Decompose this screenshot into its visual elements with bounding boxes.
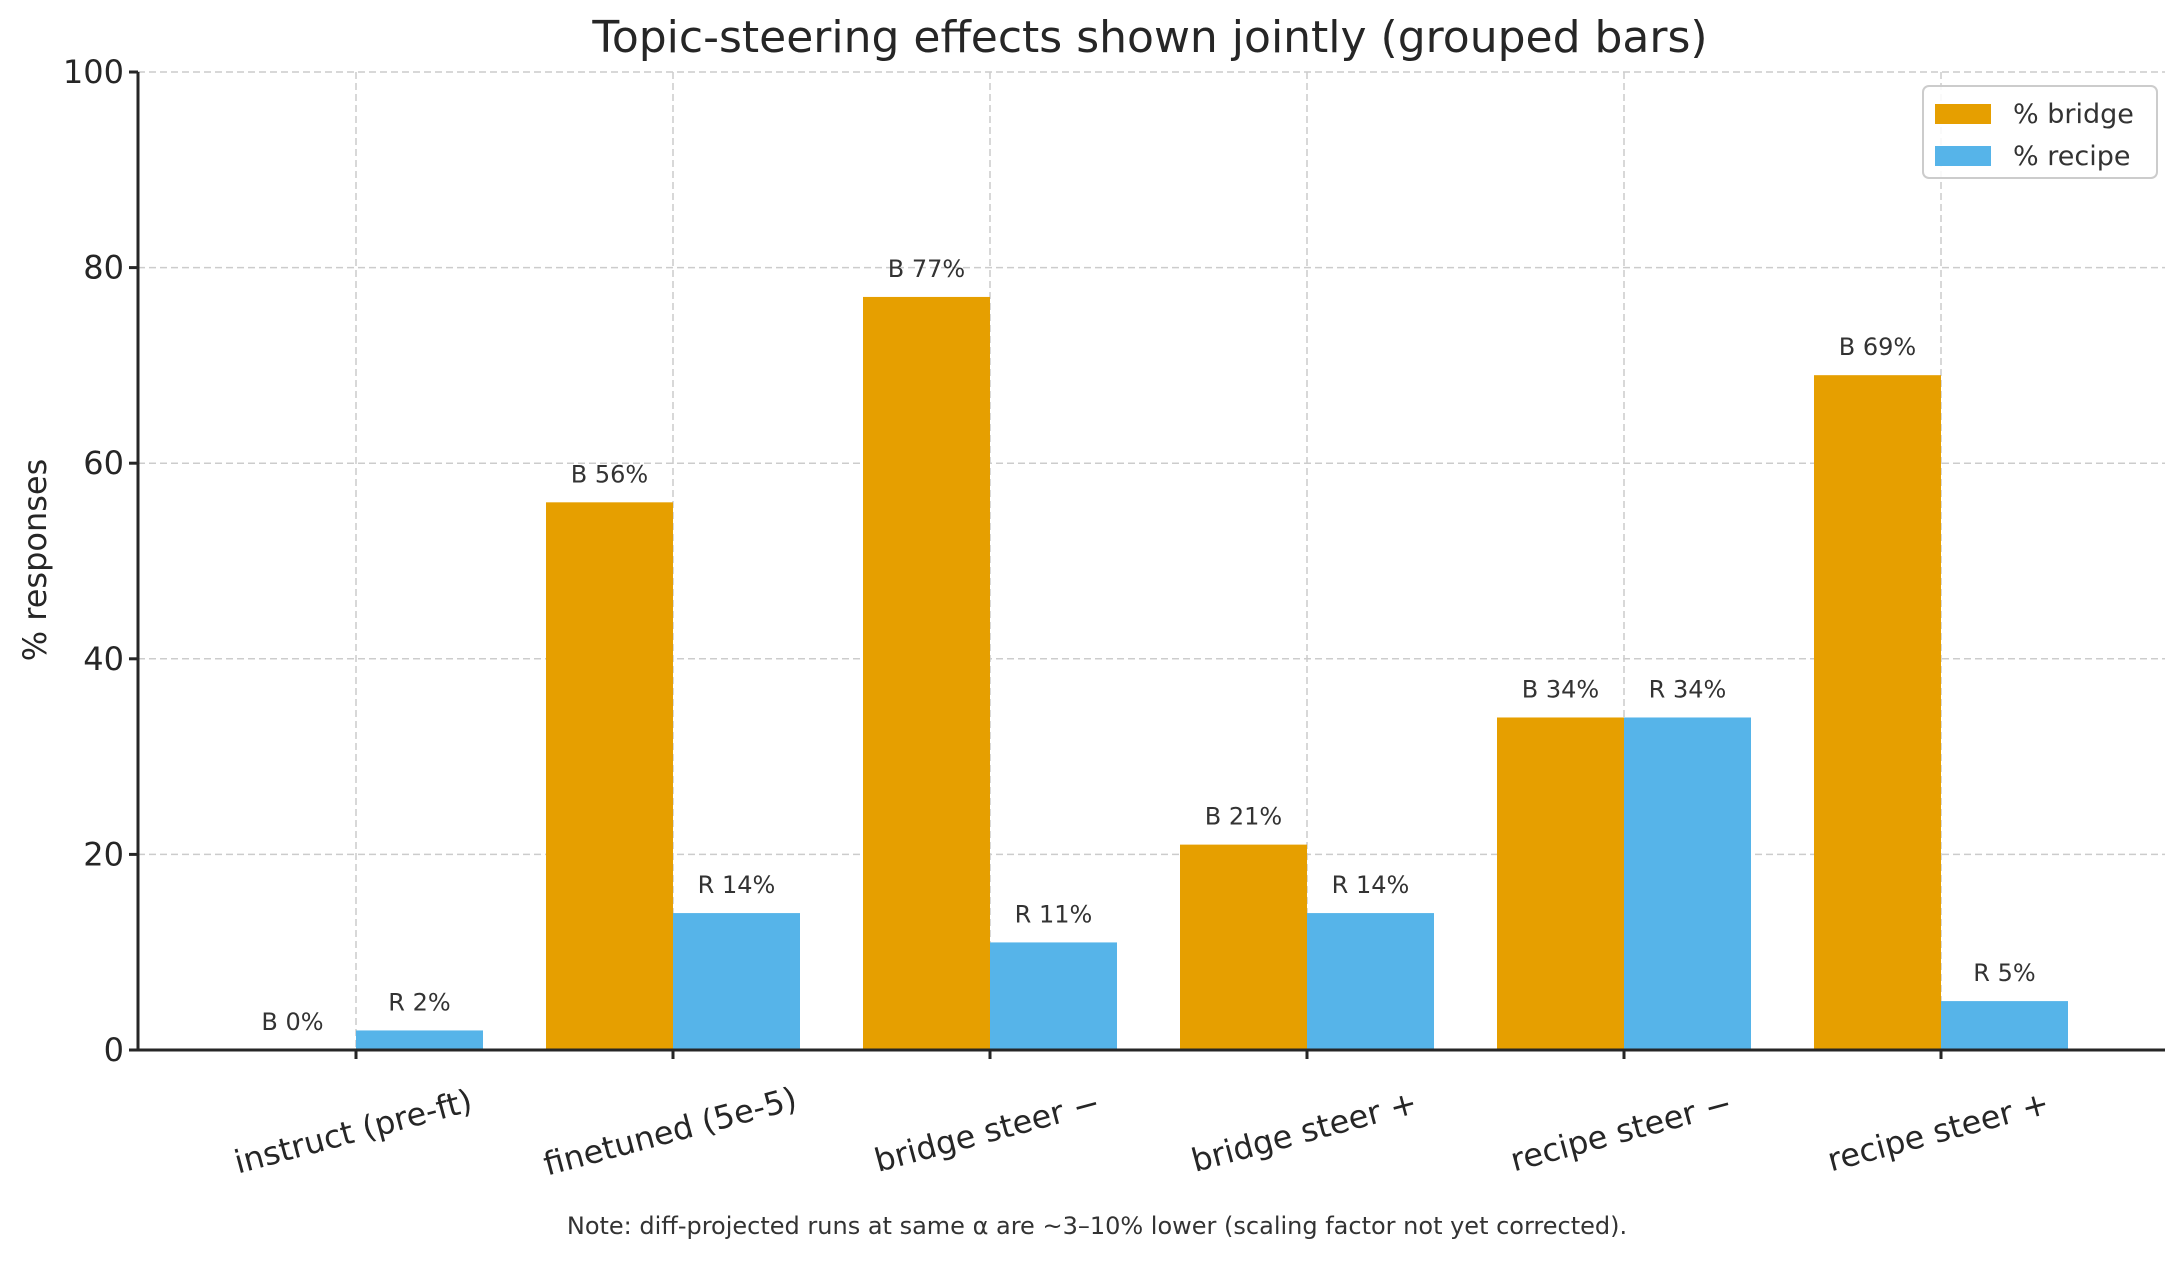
data-label: B 0%	[261, 1008, 323, 1036]
bar-recipe	[1941, 1001, 2068, 1050]
x-tick-label: recipe steer −	[1506, 1084, 1736, 1180]
bar-bridge	[1814, 375, 1941, 1050]
x-tick-label: bridge steer +	[1187, 1083, 1421, 1180]
data-label: R 14%	[698, 871, 776, 899]
x-tick-label: recipe steer +	[1823, 1084, 2053, 1180]
y-tick-label: 60	[83, 444, 124, 482]
bar-bridge	[1180, 844, 1307, 1050]
bar-recipe	[356, 1030, 483, 1050]
bar-recipe	[1624, 717, 1751, 1050]
y-axis-label: % responses	[16, 459, 54, 662]
data-labels: B 0% B 56% B 77% B 21% B 34% B 69% R 2% R 14% R …	[261, 255, 2035, 1036]
footnote-annotation: Note: diff-projected runs at same α are …	[567, 1212, 1627, 1240]
x-tick-label: bridge steer −	[870, 1083, 1104, 1180]
legend-label: % bridge	[2013, 99, 2134, 130]
legend: % bridge % recipe	[1922, 85, 2158, 179]
bar-recipe	[673, 913, 800, 1050]
data-label: R 2%	[388, 988, 450, 1016]
legend-swatch	[1935, 146, 1991, 166]
y-tick-label: 0	[104, 1031, 124, 1069]
data-label: R 34%	[1649, 675, 1727, 703]
x-tick-label: finetuned (5e-5)	[540, 1079, 801, 1183]
bar-bridge	[863, 296, 990, 1050]
bar-recipe	[1307, 913, 1434, 1050]
data-label: R 11%	[1015, 900, 1093, 928]
chart-title: Topic-steering effects shown jointly (gr…	[591, 12, 1707, 63]
data-label: B 69%	[1839, 333, 1916, 361]
bars	[356, 296, 2068, 1050]
y-tick-label: 80	[83, 249, 124, 287]
y-tick-label: 100	[63, 53, 124, 91]
data-label: B 21%	[1205, 803, 1282, 831]
x-tick-label: instruct (pre-ft)	[230, 1081, 476, 1181]
y-tick-label: 20	[83, 835, 124, 873]
data-label: R 5%	[1973, 959, 2035, 987]
data-label: B 34%	[1522, 675, 1599, 703]
y-tick-label: 40	[83, 640, 124, 678]
data-label: B 56%	[571, 460, 648, 488]
bar-bridge	[1497, 717, 1624, 1050]
legend-label: % recipe	[2013, 141, 2130, 172]
legend-swatch	[1935, 104, 1991, 124]
data-label: R 14%	[1332, 871, 1410, 899]
bar-bridge	[546, 502, 673, 1050]
bar-recipe	[990, 942, 1117, 1050]
data-label: B 77%	[888, 255, 965, 283]
